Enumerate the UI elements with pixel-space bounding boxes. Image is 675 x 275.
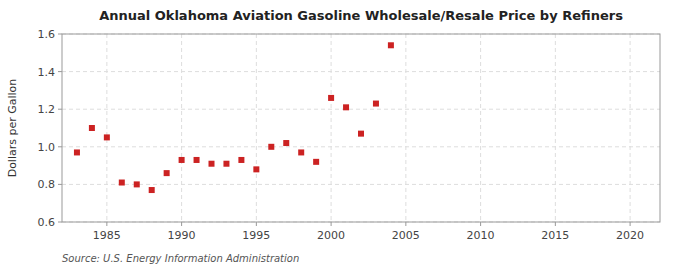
point xyxy=(253,166,259,172)
point xyxy=(194,157,200,163)
point xyxy=(89,125,95,131)
point xyxy=(223,161,229,167)
tick xyxy=(405,222,406,226)
tick-label: 1.0 xyxy=(38,141,56,154)
tick-label: 1995 xyxy=(242,229,270,242)
tick xyxy=(555,222,556,226)
point xyxy=(373,101,379,107)
grid xyxy=(62,34,660,222)
grid-line xyxy=(62,109,660,110)
tick-label: 2000 xyxy=(317,229,345,242)
tick xyxy=(58,184,62,185)
tick-label: 0.6 xyxy=(38,216,56,229)
tick-label: 1990 xyxy=(168,229,196,242)
tick xyxy=(331,222,332,226)
tick xyxy=(58,146,62,147)
tick xyxy=(106,222,107,226)
tick xyxy=(58,222,62,223)
grid-line xyxy=(555,34,556,222)
point xyxy=(343,104,349,110)
point xyxy=(209,161,215,167)
point xyxy=(358,131,364,137)
tick xyxy=(256,222,257,226)
tick xyxy=(480,222,481,226)
point xyxy=(164,170,170,176)
tick-label: 2015 xyxy=(541,229,569,242)
tick xyxy=(58,109,62,110)
tick-label: 0.8 xyxy=(38,178,56,191)
point xyxy=(119,180,125,186)
grid-line xyxy=(62,184,660,185)
tick xyxy=(630,222,631,226)
annotation: Source: U.S. Energy Information Administ… xyxy=(62,253,299,264)
grid-line xyxy=(62,146,660,147)
point xyxy=(298,149,304,155)
point xyxy=(238,157,244,163)
grid-line xyxy=(106,34,107,222)
tick-label: 2005 xyxy=(392,229,420,242)
tick-label: 1985 xyxy=(93,229,121,242)
grid-line xyxy=(630,34,631,222)
points xyxy=(74,42,394,193)
tick xyxy=(58,34,62,35)
tick xyxy=(58,71,62,72)
grid-line xyxy=(405,34,406,222)
tick-label: 1.6 xyxy=(38,28,56,41)
tick-label: 1.4 xyxy=(38,66,56,79)
grid-line xyxy=(480,34,481,222)
point xyxy=(74,149,80,155)
point xyxy=(328,95,334,101)
grid-line xyxy=(331,34,332,222)
axes: 0.6 0.8 1.0 1.2 1.4 1.6 1985 1990 1995 2000 2005 20… xyxy=(38,28,661,242)
title: Annual Oklahoma Aviation Gasoline Wholes… xyxy=(99,8,623,23)
tick-label: 2020 xyxy=(616,229,644,242)
point xyxy=(268,144,274,150)
point xyxy=(388,42,394,48)
point xyxy=(179,157,185,163)
grid-line xyxy=(62,71,660,72)
grid-line xyxy=(256,34,257,222)
plot-frame xyxy=(62,34,660,222)
point xyxy=(313,159,319,165)
tick xyxy=(181,222,182,226)
tick-label: 2010 xyxy=(467,229,495,242)
point xyxy=(283,140,289,146)
grid-line xyxy=(181,34,182,222)
chart: Annual Oklahoma Aviation Gasoline Wholes… xyxy=(0,0,675,275)
axis-label: Dollars per Gallon xyxy=(6,79,19,178)
point xyxy=(149,187,155,193)
tick-label: 1.2 xyxy=(38,103,56,116)
point xyxy=(134,181,140,187)
point xyxy=(104,134,110,140)
